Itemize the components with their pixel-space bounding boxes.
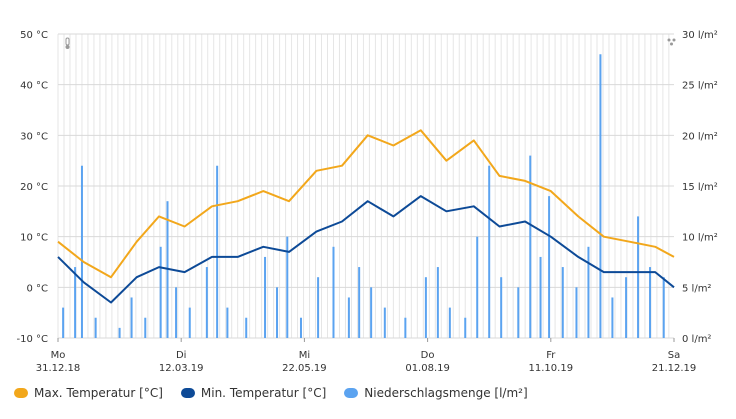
precipitation-bar (587, 246, 590, 338)
x-tick-date: 22.05.19 (282, 363, 327, 374)
precipitation-bar (74, 267, 77, 338)
precipitation-bar (347, 297, 350, 338)
temperature-lines (57, 129, 675, 304)
legend: Max. Temperatur [°C] Min. Temperatur [°C]… (14, 386, 528, 400)
precipitation-bar (637, 216, 640, 338)
precipitation-bar (476, 236, 479, 338)
precipitation-bar (488, 165, 491, 338)
x-tick-date: 11.10.19 (529, 363, 574, 374)
legend-swatch (180, 388, 195, 398)
legend-item[interactable]: Max. Temperatur [°C] (14, 386, 163, 400)
x-tick-day: Sa (668, 350, 680, 361)
y-right-tick-label: 25 l/m² (682, 81, 718, 92)
precipitation-bar (299, 317, 302, 338)
fullscreen-icon[interactable] (667, 38, 676, 46)
precipitation-bar (175, 287, 178, 338)
y-right-tick-label: 30 l/m² (682, 30, 718, 41)
precipitation-bar (548, 196, 551, 338)
y-left-tick-label: 50 °C (20, 30, 48, 41)
precipitation-bar (517, 287, 520, 338)
precipitation-bar (159, 246, 162, 338)
legend-swatch (344, 388, 359, 398)
precipitation-bar (358, 267, 361, 338)
precipitation-bar (662, 277, 665, 338)
precipitation-bar (245, 317, 248, 338)
y-right-tick-label: 5 l/m² (682, 283, 711, 294)
legend-item[interactable]: Niederschlagsmenge [l/m²] (344, 386, 528, 400)
precipitation-bar (94, 317, 97, 338)
x-tick-day: Mi (299, 350, 310, 361)
y-axis-right: 30 l/m² 25 l/m² 20 l/m² 15 l/m² 10 l/m² 5 l/m… (682, 30, 718, 345)
precipitation-bar (80, 165, 83, 338)
precipitation-bar (216, 165, 219, 338)
legend-label: Min. Temperatur [°C] (200, 386, 327, 400)
x-tick-day: Mo (51, 350, 66, 361)
y-left-tick-label: -10 °C (17, 334, 49, 345)
precipitation-bar (144, 317, 147, 338)
legend-label: Max. Temperatur [°C] (34, 386, 163, 400)
precipitation-bar (332, 246, 335, 338)
x-tick-date: 21.12.19 (652, 363, 697, 374)
x-tick-day: Di (176, 350, 186, 361)
precipitation-bar (448, 307, 451, 338)
precipitation-bar (276, 287, 279, 338)
precipitation-bar (436, 267, 439, 338)
precipitation-bar (118, 327, 121, 338)
precipitation-bar (286, 236, 289, 338)
precipitation-bar (205, 267, 208, 338)
y-left-tick-label: 30 °C (20, 131, 48, 142)
precipitation-bar (500, 277, 503, 338)
precipitation-bar (539, 256, 542, 338)
legend-label: Niederschlagsmenge [l/m²] (364, 386, 528, 400)
min-temperature-line (57, 195, 675, 304)
precipitation-bar (561, 267, 564, 338)
precipitation-bars (62, 54, 665, 339)
y-left-tick-label: 0 °C (26, 283, 48, 294)
y-left-tick-label: 20 °C (20, 182, 48, 193)
precipitation-bar (529, 155, 532, 338)
precipitation-bar (62, 307, 65, 338)
y-left-tick-label: 40 °C (20, 81, 48, 92)
max-temperature-line (57, 129, 675, 279)
x-tick-date: 31.12.18 (36, 363, 81, 374)
precipitation-bar (404, 317, 407, 338)
precipitation-bar (575, 287, 578, 338)
precipitation-bar (317, 277, 320, 338)
x-tick-day: Do (421, 350, 435, 361)
x-tick-day: Fr (546, 350, 556, 361)
y-right-tick-label: 15 l/m² (682, 182, 718, 193)
precipitation-bar (226, 307, 229, 338)
y-right-tick-label: 0 l/m² (682, 334, 711, 345)
precipitation-bar (370, 287, 373, 338)
precipitation-bar (130, 297, 133, 338)
x-tick-date: 01.08.19 (405, 363, 450, 374)
y-axis-left: 50 °C 40 °C 30 °C 20 °C 10 °C 0 °C -10 °C (17, 30, 49, 345)
precipitation-bar (611, 297, 614, 338)
precipitation-bar (424, 277, 427, 338)
precipitation-bar (264, 256, 267, 338)
x-tick-date: 12.03.19 (159, 363, 204, 374)
precipitation-bar (464, 317, 467, 338)
horizontal-gridlines (58, 33, 674, 339)
y-right-tick-label: 20 l/m² (682, 131, 718, 142)
precipitation-bar (599, 54, 602, 339)
precipitation-bar (188, 307, 191, 338)
thermometer-icon (65, 37, 70, 49)
legend-swatch (14, 388, 28, 398)
legend-item[interactable]: Min. Temperatur [°C] (180, 386, 327, 400)
y-left-tick-label: 10 °C (20, 233, 48, 244)
precipitation-bar (649, 267, 652, 338)
y-right-tick-label: 10 l/m² (682, 233, 718, 244)
x-axis: Mo 31.12.18 Di 12.03.19 Mi 22.05.19 Do 01.08.19… (36, 338, 697, 374)
precipitation-bar (383, 307, 386, 338)
precipitation-bar (625, 277, 628, 338)
